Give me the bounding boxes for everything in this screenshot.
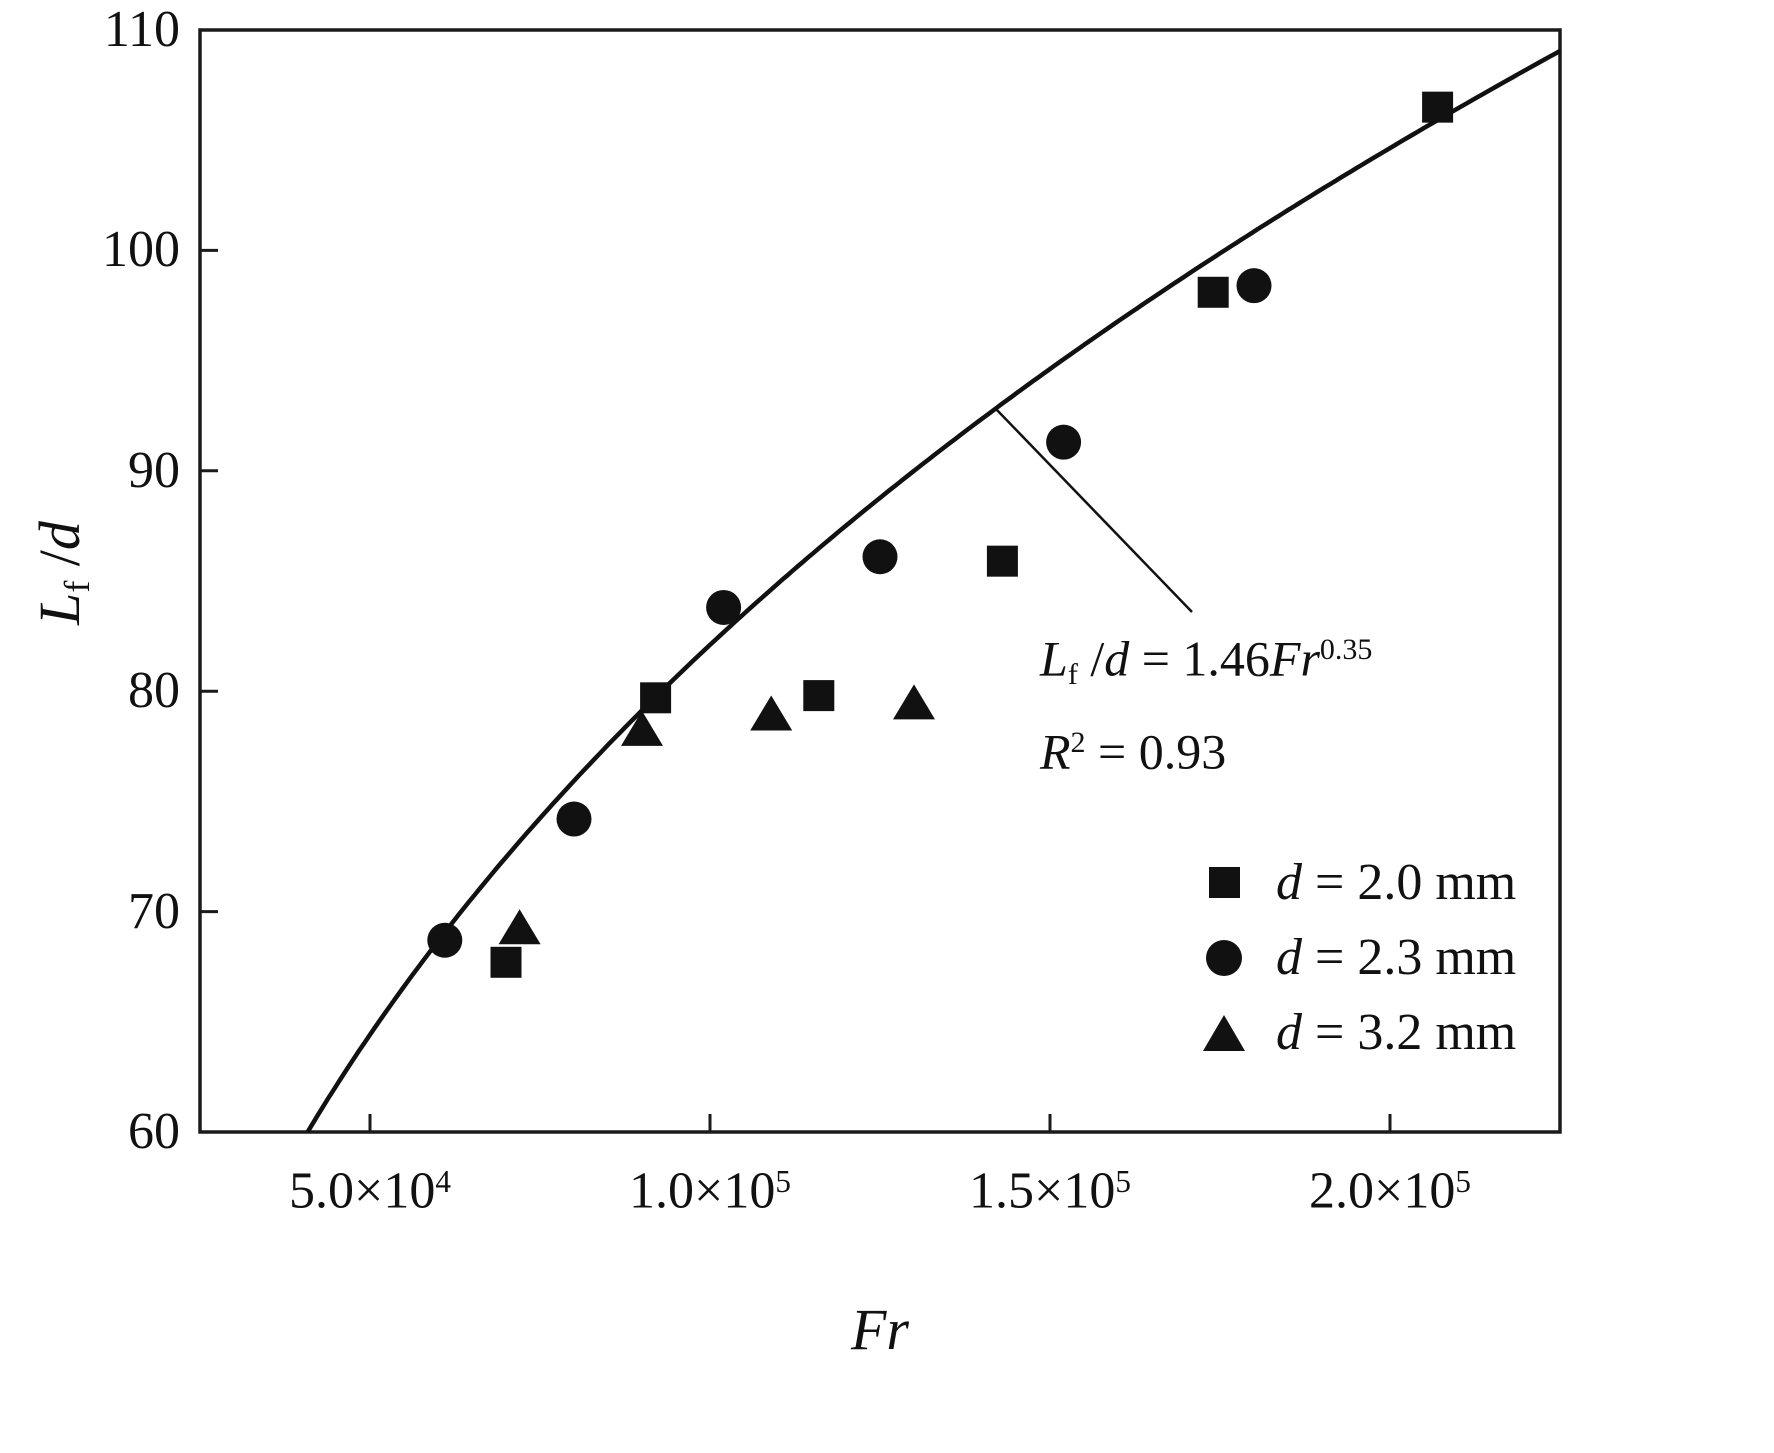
data-point-square [490,946,522,978]
data-point-square [1422,91,1454,123]
data-point-circle [706,589,742,625]
axes-frame [198,28,1562,1134]
legend-value: = 3.2 mm [1302,1004,1517,1061]
eq-sub-f: f [1067,657,1078,691]
data-point-square [803,680,835,712]
y-axis-label-separator: / [26,550,92,581]
fit-curve [305,49,1562,1134]
y-axis-label-symbol: L [26,592,92,625]
data-point-circle [1236,268,1272,304]
y-tick-label: 80 [128,662,180,720]
y-tick-label: 70 [128,882,180,940]
circle-marker-icon [1206,939,1242,976]
y-tick-label: 110 [103,1,180,58]
legend-label: d = 2.3 mm [1276,928,1516,987]
x-tick-label: 5.0×104 [289,1162,451,1220]
x-tick-label: 1.0×105 [629,1162,791,1220]
eq-slash: / [1077,630,1105,687]
legend-var: d [1276,854,1302,911]
r2-value: = 0.93 [1085,723,1227,780]
eq-coefficient: = 1.46 [1129,630,1270,687]
data-point-triangle [498,909,541,945]
r2-exponent: 2 [1070,725,1086,759]
eq-d: d [1104,630,1130,687]
fit-equation-annotation: Lf /d = 1.46Fr0.35 R2 = 0.93 [1040,616,1372,785]
x-axis-label-text: Fr [851,1297,909,1362]
y-axis-label-subscript: f [57,580,98,593]
y-tick-label: 90 [128,441,180,499]
eq-L: L [1040,630,1068,687]
data-point-circle [556,801,592,837]
data-point-square [1197,276,1229,308]
legend-item-d-2-3: d = 2.3 mm [1200,920,1516,995]
data-point-triangle [750,695,793,731]
data-point-square [640,682,672,714]
fit-r-squared-line: R2 = 0.93 [1040,709,1372,786]
data-point-triangle [621,710,663,746]
y-tick-label: 60 [128,1103,180,1160]
y-axis-label-symbol-2: d [26,521,92,551]
legend-marker [1200,1014,1248,1051]
y-axis-label: Lf /d [26,521,98,625]
eq-Fr: Fr [1269,630,1320,687]
legend-marker [1200,867,1248,898]
data-point-circle [427,922,463,958]
legend-var: d [1276,1004,1302,1061]
legend-var: d [1276,929,1302,986]
legend-item-d-3-2: d = 3.2 mm [1200,995,1516,1070]
legend-value: = 2.0 mm [1302,854,1517,911]
data-point-circle [862,539,898,575]
legend-marker [1200,939,1248,976]
eq-exponent: 0.35 [1319,633,1373,666]
x-tick-label: 2.0×105 [1309,1162,1471,1220]
annotation-pointer-line [994,407,1193,613]
x-axis-label: Fr [200,1296,1560,1363]
legend-item-d-2-0: d = 2.0 mm [1200,845,1516,920]
legend-value: = 2.3 mm [1302,929,1517,986]
legend: d = 2.0 mm d = 2.3 mm d = 3.2 mm [1200,845,1516,1070]
fit-equation-line: Lf /d = 1.46Fr0.35 [1040,616,1372,709]
data-point-triangle [893,684,935,720]
r2-R: R [1040,723,1071,780]
x-tick-label: 1.5×105 [969,1162,1131,1220]
data-point-square [986,545,1018,577]
y-tick-label: 100 [102,221,180,279]
legend-label: d = 3.2 mm [1276,1003,1516,1062]
triangle-marker-icon [1203,1014,1245,1051]
data-point-circle [1046,424,1082,460]
legend-label: d = 2.0 mm [1276,853,1516,912]
square-marker-icon [1208,867,1240,898]
